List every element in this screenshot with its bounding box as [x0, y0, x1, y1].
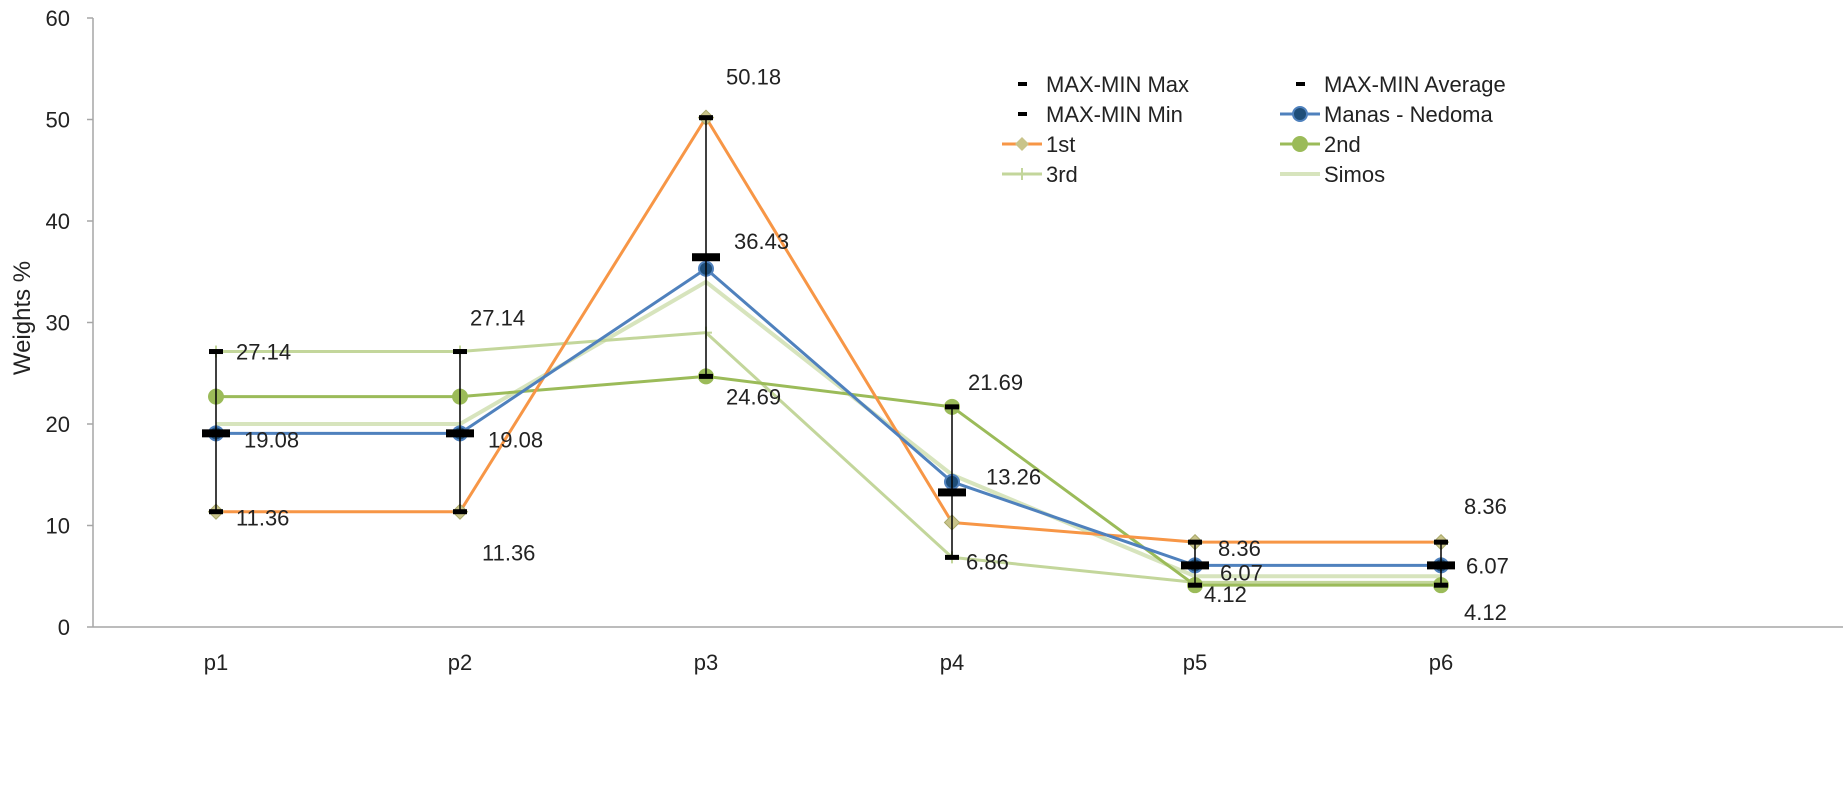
- x-tick-label: p5: [1183, 650, 1207, 675]
- legend-item: MAX-MIN Max: [1018, 72, 1189, 97]
- y-tick-label: 10: [46, 514, 70, 539]
- error-bar-max-cap: [699, 115, 713, 121]
- error-bars: [202, 115, 1455, 588]
- legend-label: Simos: [1324, 162, 1385, 187]
- data-label: 4.12: [1204, 582, 1247, 607]
- series-2nd: [208, 368, 1449, 594]
- legend-label: 3rd: [1046, 162, 1078, 187]
- legend-item: 3rd: [1002, 162, 1078, 187]
- error-bar-average: [692, 253, 720, 262]
- error-bar-min-cap: [699, 373, 713, 379]
- legend-item: 2nd: [1280, 132, 1361, 157]
- error-bar-min-cap: [209, 509, 223, 515]
- data-label: 11.36: [482, 541, 535, 566]
- data-label: 24.69: [726, 384, 781, 409]
- data-label: 6.86: [966, 549, 1009, 574]
- data-label: 27.14: [470, 306, 525, 331]
- data-label: 27.14: [236, 340, 291, 365]
- error-bar-p2: [446, 349, 474, 515]
- error-bar-p5: [1181, 539, 1209, 588]
- series-line: [216, 374, 1441, 587]
- error-bar-p4: [938, 404, 966, 560]
- data-label: 4.12: [1464, 600, 1507, 625]
- error-bar-average: [446, 429, 474, 438]
- data-label: 19.08: [244, 427, 299, 452]
- legend-label: MAX-MIN Min: [1046, 102, 1183, 127]
- legend-label: MAX-MIN Average: [1324, 72, 1506, 97]
- legend-symbol: [1018, 82, 1027, 86]
- y-tick-label: 50: [46, 108, 70, 133]
- legend-label: Manas - Nedoma: [1324, 102, 1494, 127]
- x-tick-label: p6: [1429, 650, 1453, 675]
- legend-symbol: [1296, 82, 1305, 86]
- error-bar-min-cap: [945, 554, 959, 560]
- error-bar-max-cap: [945, 404, 959, 410]
- y-tick-label: 30: [46, 311, 70, 336]
- legend-item: Manas - Nedoma: [1280, 102, 1494, 127]
- y-tick-label: 60: [46, 6, 70, 31]
- legend-item: MAX-MIN Average: [1296, 72, 1506, 97]
- error-bar-max-cap: [453, 349, 467, 355]
- legend-item: MAX-MIN Min: [1018, 102, 1183, 127]
- legend-marker: [1015, 137, 1029, 151]
- series-line: [216, 116, 1441, 544]
- legend-marker: [1292, 136, 1308, 152]
- axes: 0 10 20 30 40 50 60 p1 p2 p3 p4 p5 p6: [46, 6, 1843, 675]
- data-label: 8.36: [1218, 536, 1261, 561]
- series-3rd: [210, 326, 1447, 589]
- legend-label: MAX-MIN Max: [1046, 72, 1189, 97]
- legend: MAX-MIN Max MAX-MIN Average MAX-MIN Min Man…: [1002, 72, 1506, 187]
- series-manas-nedoma: [208, 260, 1449, 574]
- error-bar-average: [202, 429, 230, 438]
- data-label: 11.36: [236, 506, 289, 531]
- legend-marker: [1292, 106, 1308, 122]
- legend-item: Simos: [1280, 162, 1385, 187]
- error-bar-average: [938, 488, 966, 497]
- data-labels: 27.14 19.08 11.36 27.14 19.08 11.36 50.18 36.43…: [236, 65, 1509, 626]
- error-bar-average: [1181, 561, 1209, 570]
- series-line: [216, 267, 1441, 567]
- data-label: 8.36: [1464, 494, 1507, 519]
- series-lines: [207, 109, 1450, 594]
- series-line: [216, 331, 1441, 584]
- error-bar-min-cap: [453, 509, 467, 515]
- error-bar-max-cap: [1434, 539, 1448, 545]
- x-tick-label: p1: [204, 650, 228, 675]
- error-bar-min-cap: [1188, 582, 1202, 588]
- data-label: 21.69: [968, 370, 1023, 395]
- data-label: 19.08: [488, 427, 543, 452]
- x-tick-label: p3: [694, 650, 718, 675]
- data-label: 6.07: [1466, 553, 1509, 578]
- x-tick-label: p4: [940, 650, 964, 675]
- data-label: 50.18: [726, 65, 781, 90]
- error-bar-p1: [202, 349, 230, 515]
- y-tick-label: 40: [46, 209, 70, 234]
- error-bar-p6: [1427, 539, 1455, 588]
- error-bar-p3: [692, 115, 720, 379]
- data-label: 6.07: [1220, 560, 1263, 585]
- error-bar-average: [1427, 561, 1455, 570]
- series-simos: [216, 279, 1441, 579]
- error-bar-min-cap: [1434, 582, 1448, 588]
- y-tick-label: 20: [46, 412, 70, 437]
- legend-label: 1st: [1046, 132, 1075, 157]
- x-tick-label: p2: [448, 650, 472, 675]
- legend-item: 1st: [1002, 132, 1075, 157]
- legend-symbol: [1018, 112, 1027, 116]
- series-1st: [207, 109, 1450, 551]
- data-label: 36.43: [734, 229, 789, 254]
- legend-label: 2nd: [1324, 132, 1361, 157]
- y-tick-label: 0: [58, 615, 70, 640]
- error-bar-max-cap: [209, 349, 223, 355]
- y-axis-title: Weights %: [9, 261, 36, 375]
- data-label: 13.26: [986, 464, 1041, 489]
- error-bar-max-cap: [1188, 539, 1202, 545]
- series-line: [216, 279, 1441, 579]
